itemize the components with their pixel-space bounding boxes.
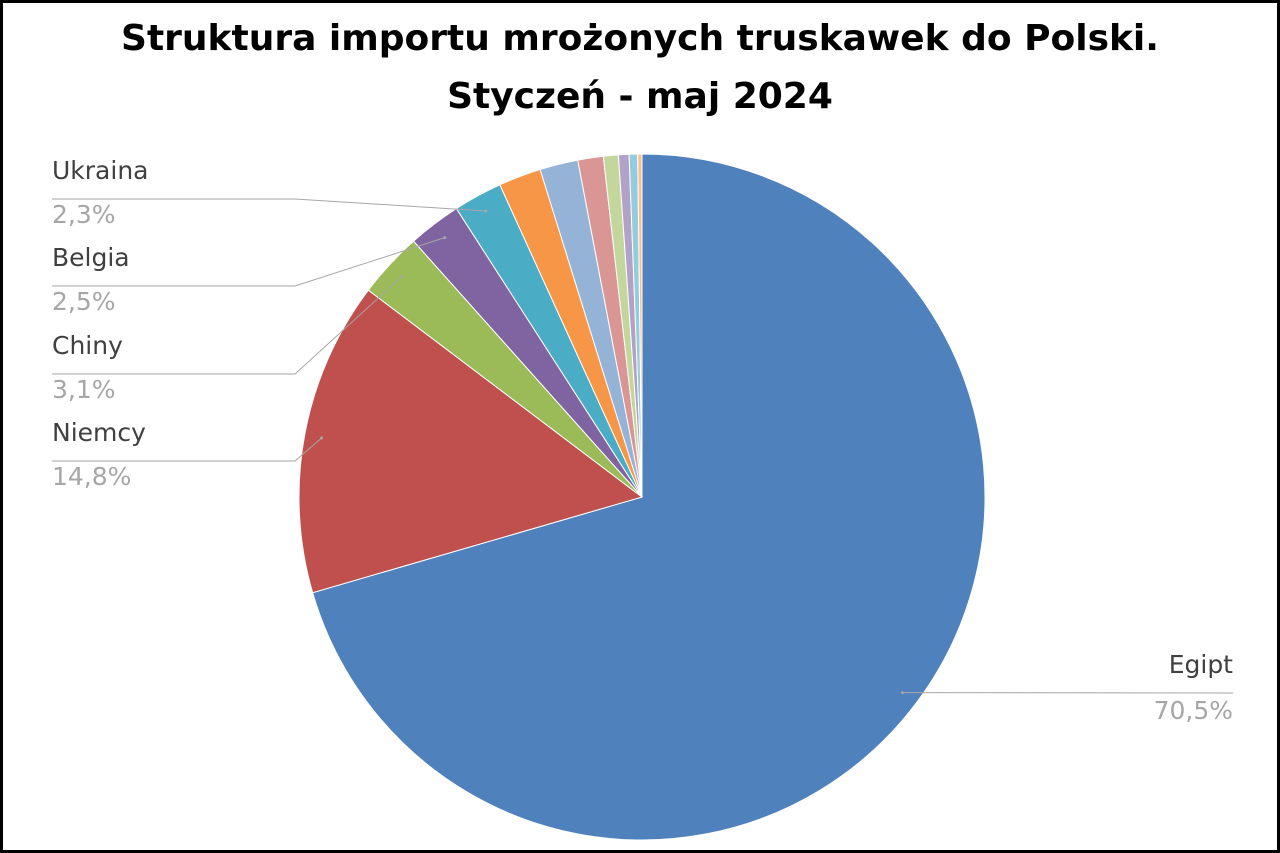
pie-slice <box>298 289 644 594</box>
leader-line <box>52 198 486 212</box>
slice-value-label: 2,3% <box>52 200 116 229</box>
chart-title: Struktura importu mrożonych truskawek do… <box>121 18 1159 59</box>
leader-dot <box>400 274 404 278</box>
pie-slice <box>637 153 643 498</box>
chart-title: Styczeń - maj 2024 <box>447 76 833 117</box>
slice-label: Niemcy <box>52 418 146 447</box>
pie-slice <box>311 153 986 841</box>
leader-dot <box>443 236 447 240</box>
slice-label: Belgia <box>52 243 130 272</box>
slice-label: Ukraina <box>52 156 148 185</box>
slice-value-label: 14,8% <box>52 462 131 491</box>
leader-dot <box>901 691 905 695</box>
slice-label: Egipt <box>1169 650 1233 679</box>
leader-line <box>52 275 403 375</box>
slice-value-label: 70,5% <box>1154 696 1233 725</box>
leader-dot <box>320 436 324 440</box>
leader-line <box>52 237 445 287</box>
slice-value-label: 3,1% <box>52 375 116 404</box>
leader-dot <box>484 209 488 213</box>
leader-line <box>52 437 322 462</box>
slice-value-label: 2,5% <box>52 287 116 316</box>
slice-label: Chiny <box>52 331 123 360</box>
